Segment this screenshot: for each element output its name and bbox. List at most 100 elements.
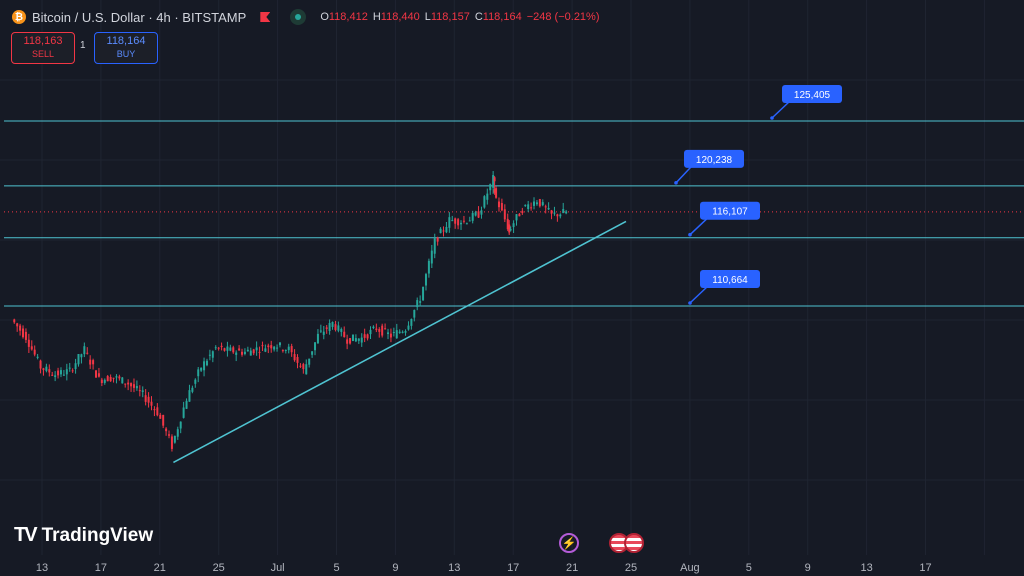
candle-body <box>159 414 162 419</box>
level-label-text: 110,664 <box>712 275 748 286</box>
candle-body <box>173 435 176 443</box>
time-axis-label: 9 <box>392 562 399 574</box>
level-callout-line <box>689 217 709 236</box>
candle-body <box>398 331 401 333</box>
candle-body <box>346 339 349 344</box>
candle-body <box>492 175 495 188</box>
candle-body <box>462 220 465 222</box>
lightning-icon[interactable]: ⚡ <box>559 533 579 553</box>
candle-body <box>436 237 439 242</box>
sell-label: SELL <box>31 49 55 59</box>
candle-body <box>42 368 45 370</box>
candle-body <box>489 184 492 191</box>
candle-body <box>205 360 208 366</box>
candle-body <box>156 407 159 416</box>
symbol-header[interactable]: ₿ Bitcoin / U.S. Dollar · 4h · BITSTAMP … <box>12 6 600 28</box>
candle-body <box>565 211 568 214</box>
candle-body <box>416 300 419 308</box>
symbol-title[interactable]: Bitcoin / U.S. Dollar · 4h · BITSTAMP <box>32 9 247 25</box>
candle-body <box>71 370 74 372</box>
candle-body <box>401 331 404 333</box>
us-flag-icon[interactable] <box>624 533 644 553</box>
candle-body <box>296 356 299 363</box>
time-axis-label: 25 <box>212 562 225 574</box>
candle-body <box>153 409 156 411</box>
candle-body <box>457 219 460 226</box>
candle-body <box>270 345 273 349</box>
candle-body <box>211 351 214 358</box>
candle-body <box>302 364 305 370</box>
candle-body <box>103 379 106 383</box>
candle-body <box>439 228 442 234</box>
candle-body <box>83 346 86 355</box>
candle-body <box>448 217 451 228</box>
candle-body <box>208 354 211 356</box>
candle-body <box>480 210 483 215</box>
candle-body <box>392 331 395 333</box>
candle-body <box>112 377 115 379</box>
candle-body <box>170 436 173 449</box>
candle-body <box>229 347 232 351</box>
candle-body <box>493 189 496 193</box>
candle-body <box>59 370 62 375</box>
candle-body <box>255 347 258 351</box>
candle-body <box>97 373 100 377</box>
candle-body <box>57 370 60 376</box>
candle-body <box>460 222 463 225</box>
level-label-box <box>684 149 744 168</box>
tradingview-mark-icon: TV <box>14 524 38 546</box>
candle-body <box>95 370 98 378</box>
candle-body <box>351 334 354 341</box>
candle-body <box>235 352 238 355</box>
candle-body <box>147 396 150 403</box>
candle-body <box>287 346 290 351</box>
candle-body <box>203 361 206 371</box>
candle-body <box>316 333 319 344</box>
candle-body <box>471 213 474 221</box>
candle-body <box>503 209 506 220</box>
candle-body <box>51 374 54 376</box>
time-axis-label: 17 <box>94 562 108 574</box>
level-label-text: 120,238 <box>696 155 733 166</box>
candle-body <box>92 360 95 365</box>
candle-body <box>33 349 36 355</box>
candle-body <box>512 223 515 228</box>
candle-body <box>506 218 509 230</box>
candle-body <box>299 365 302 367</box>
candle-body <box>223 348 226 351</box>
candle-body <box>430 250 433 264</box>
candle-body <box>495 188 498 198</box>
candle-body <box>325 327 328 329</box>
candle-body <box>497 201 500 208</box>
candle-body <box>19 325 22 331</box>
candle-body <box>141 390 144 392</box>
candle-body <box>80 354 83 358</box>
candle-body <box>144 395 147 402</box>
flag-icon[interactable] <box>260 12 271 22</box>
candle-body <box>89 359 92 365</box>
candle-body <box>45 366 48 371</box>
candle-body <box>493 177 496 182</box>
sell-button[interactable]: 118,163 SELL <box>11 32 75 64</box>
candle-body <box>422 286 425 301</box>
candle-body <box>410 319 413 326</box>
buy-button[interactable]: 118,164 BUY <box>94 32 158 64</box>
time-axis-label: Jul <box>270 562 285 574</box>
candle-body <box>451 220 454 222</box>
candle-body <box>77 353 80 365</box>
level-label-text: 116,107 <box>712 207 748 218</box>
candle-body <box>162 414 165 426</box>
candle-body <box>115 376 118 378</box>
ohlc-readout: O118,412 H118,440 L118,157 C118,164 −248… <box>320 11 600 23</box>
candle-body <box>381 325 384 336</box>
candle-body <box>150 401 153 406</box>
level-label-text: 125,405 <box>794 90 831 101</box>
tradingview-logo[interactable]: TV TradingView <box>14 524 153 547</box>
candle-body <box>530 207 533 209</box>
candle-body <box>132 384 135 388</box>
candle-body <box>238 348 241 351</box>
level-anchor-dot <box>688 232 692 237</box>
candle-body <box>27 339 30 347</box>
